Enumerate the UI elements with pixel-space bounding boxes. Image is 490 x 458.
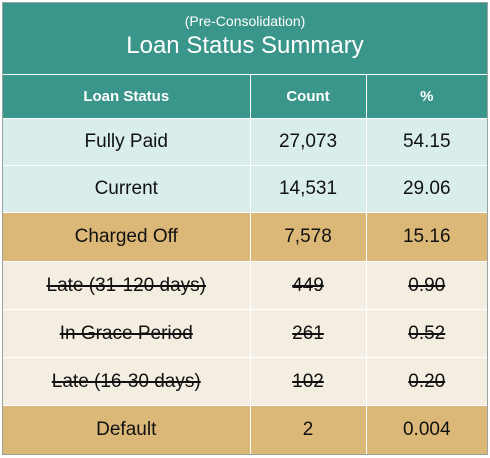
cell-status: Charged Off: [3, 212, 251, 262]
table-row: Default 2 0.004: [3, 405, 487, 454]
table-row: Fully Paid 27,073 54.15: [3, 118, 487, 166]
cell-count: 27,073: [250, 118, 367, 166]
table-title: Loan Status Summary: [126, 32, 364, 59]
cell-status: Default: [3, 405, 251, 454]
column-header-count: Count: [250, 75, 367, 119]
cell-count: 7,578: [250, 212, 367, 262]
cell-percent: 0.52: [366, 309, 487, 358]
table-header-row: Loan Status Count %: [3, 75, 487, 119]
cell-count: 261: [250, 309, 367, 358]
cell-status: Late (16-30 days): [3, 357, 251, 406]
cell-status: Fully Paid: [3, 118, 251, 166]
cell-count: 2: [250, 405, 367, 454]
cell-count: 14,531: [250, 165, 367, 213]
column-header-percent: %: [366, 75, 487, 119]
cell-percent: 0.90: [366, 261, 487, 310]
cell-percent: 0.004: [366, 405, 487, 454]
cell-percent: 29.06: [366, 165, 487, 213]
cell-percent: 0.20: [366, 357, 487, 406]
cell-status: Late (31-120 days): [3, 261, 251, 310]
cell-count: 449: [250, 261, 367, 310]
table-row: Current 14,531 29.06: [3, 165, 487, 213]
cell-status: In Grace Period: [3, 309, 251, 358]
table-subtitle: (Pre-Consolidation): [184, 13, 306, 29]
cell-percent: 15.16: [366, 212, 487, 262]
cell-percent: 54.15: [366, 118, 487, 166]
table-row-struck: In Grace Period 261 0.52: [3, 309, 487, 358]
table-title-block: (Pre-Consolidation) Loan Status Summary: [3, 3, 487, 75]
column-header-loan-status: Loan Status: [3, 75, 251, 119]
table-row-struck: Late (31-120 days) 449 0.90: [3, 261, 487, 310]
cell-status: Current: [3, 165, 251, 213]
table-row: Charged Off 7,578 15.16: [3, 212, 487, 262]
loan-status-table: Loan Status Count % Fully Paid 27,073 54…: [3, 75, 487, 454]
cell-count: 102: [250, 357, 367, 406]
table-row-struck: Late (16-30 days) 102 0.20: [3, 357, 487, 406]
